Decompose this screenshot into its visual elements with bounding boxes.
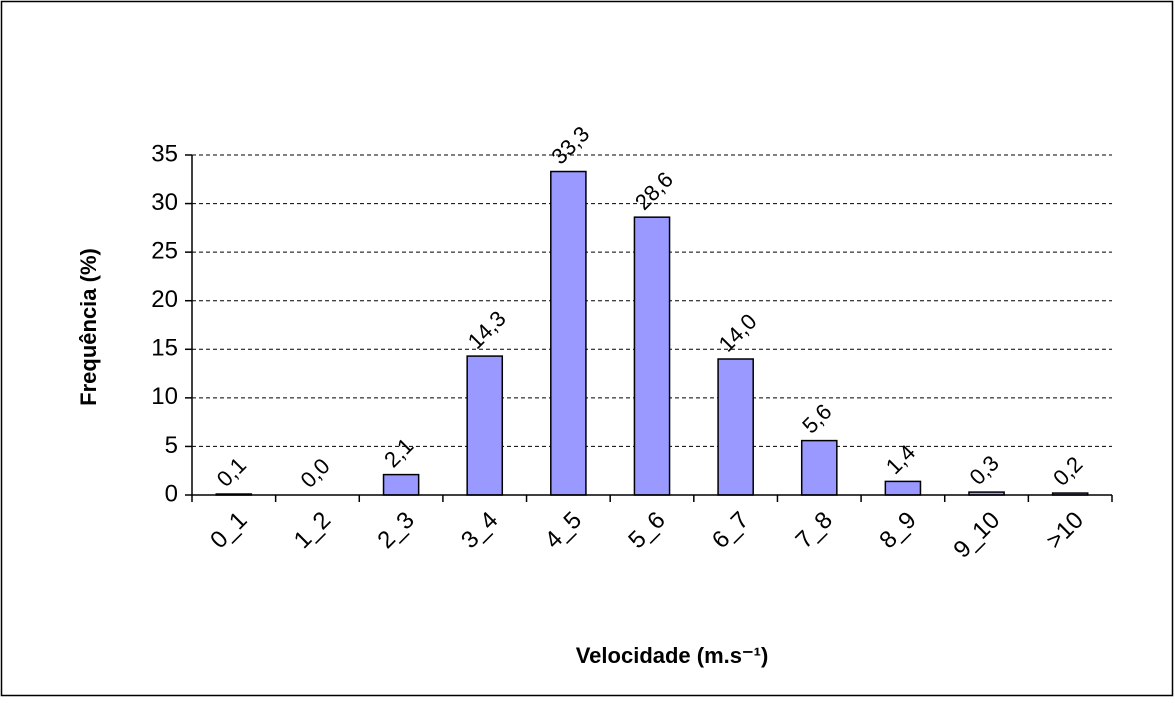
bar bbox=[717, 358, 754, 496]
y-tick-label: 15 bbox=[151, 335, 178, 362]
bar bbox=[550, 170, 587, 496]
bar bbox=[466, 355, 504, 496]
y-tick-label: 25 bbox=[151, 237, 178, 264]
y-tick-label: 35 bbox=[151, 140, 178, 167]
x-axis-title: Velocidade (m.s⁻¹) bbox=[576, 643, 769, 668]
bar bbox=[382, 473, 420, 496]
y-axis-title: Frequência (%) bbox=[76, 248, 101, 406]
bar bbox=[633, 216, 671, 496]
bar bbox=[800, 439, 838, 496]
y-tick-label: 10 bbox=[151, 383, 178, 410]
y-tick-label: 30 bbox=[151, 189, 178, 216]
y-tick-label: 5 bbox=[165, 432, 178, 459]
y-tick-label: 0 bbox=[165, 480, 178, 507]
bar bbox=[884, 480, 922, 496]
y-tick-label: 20 bbox=[151, 286, 178, 313]
